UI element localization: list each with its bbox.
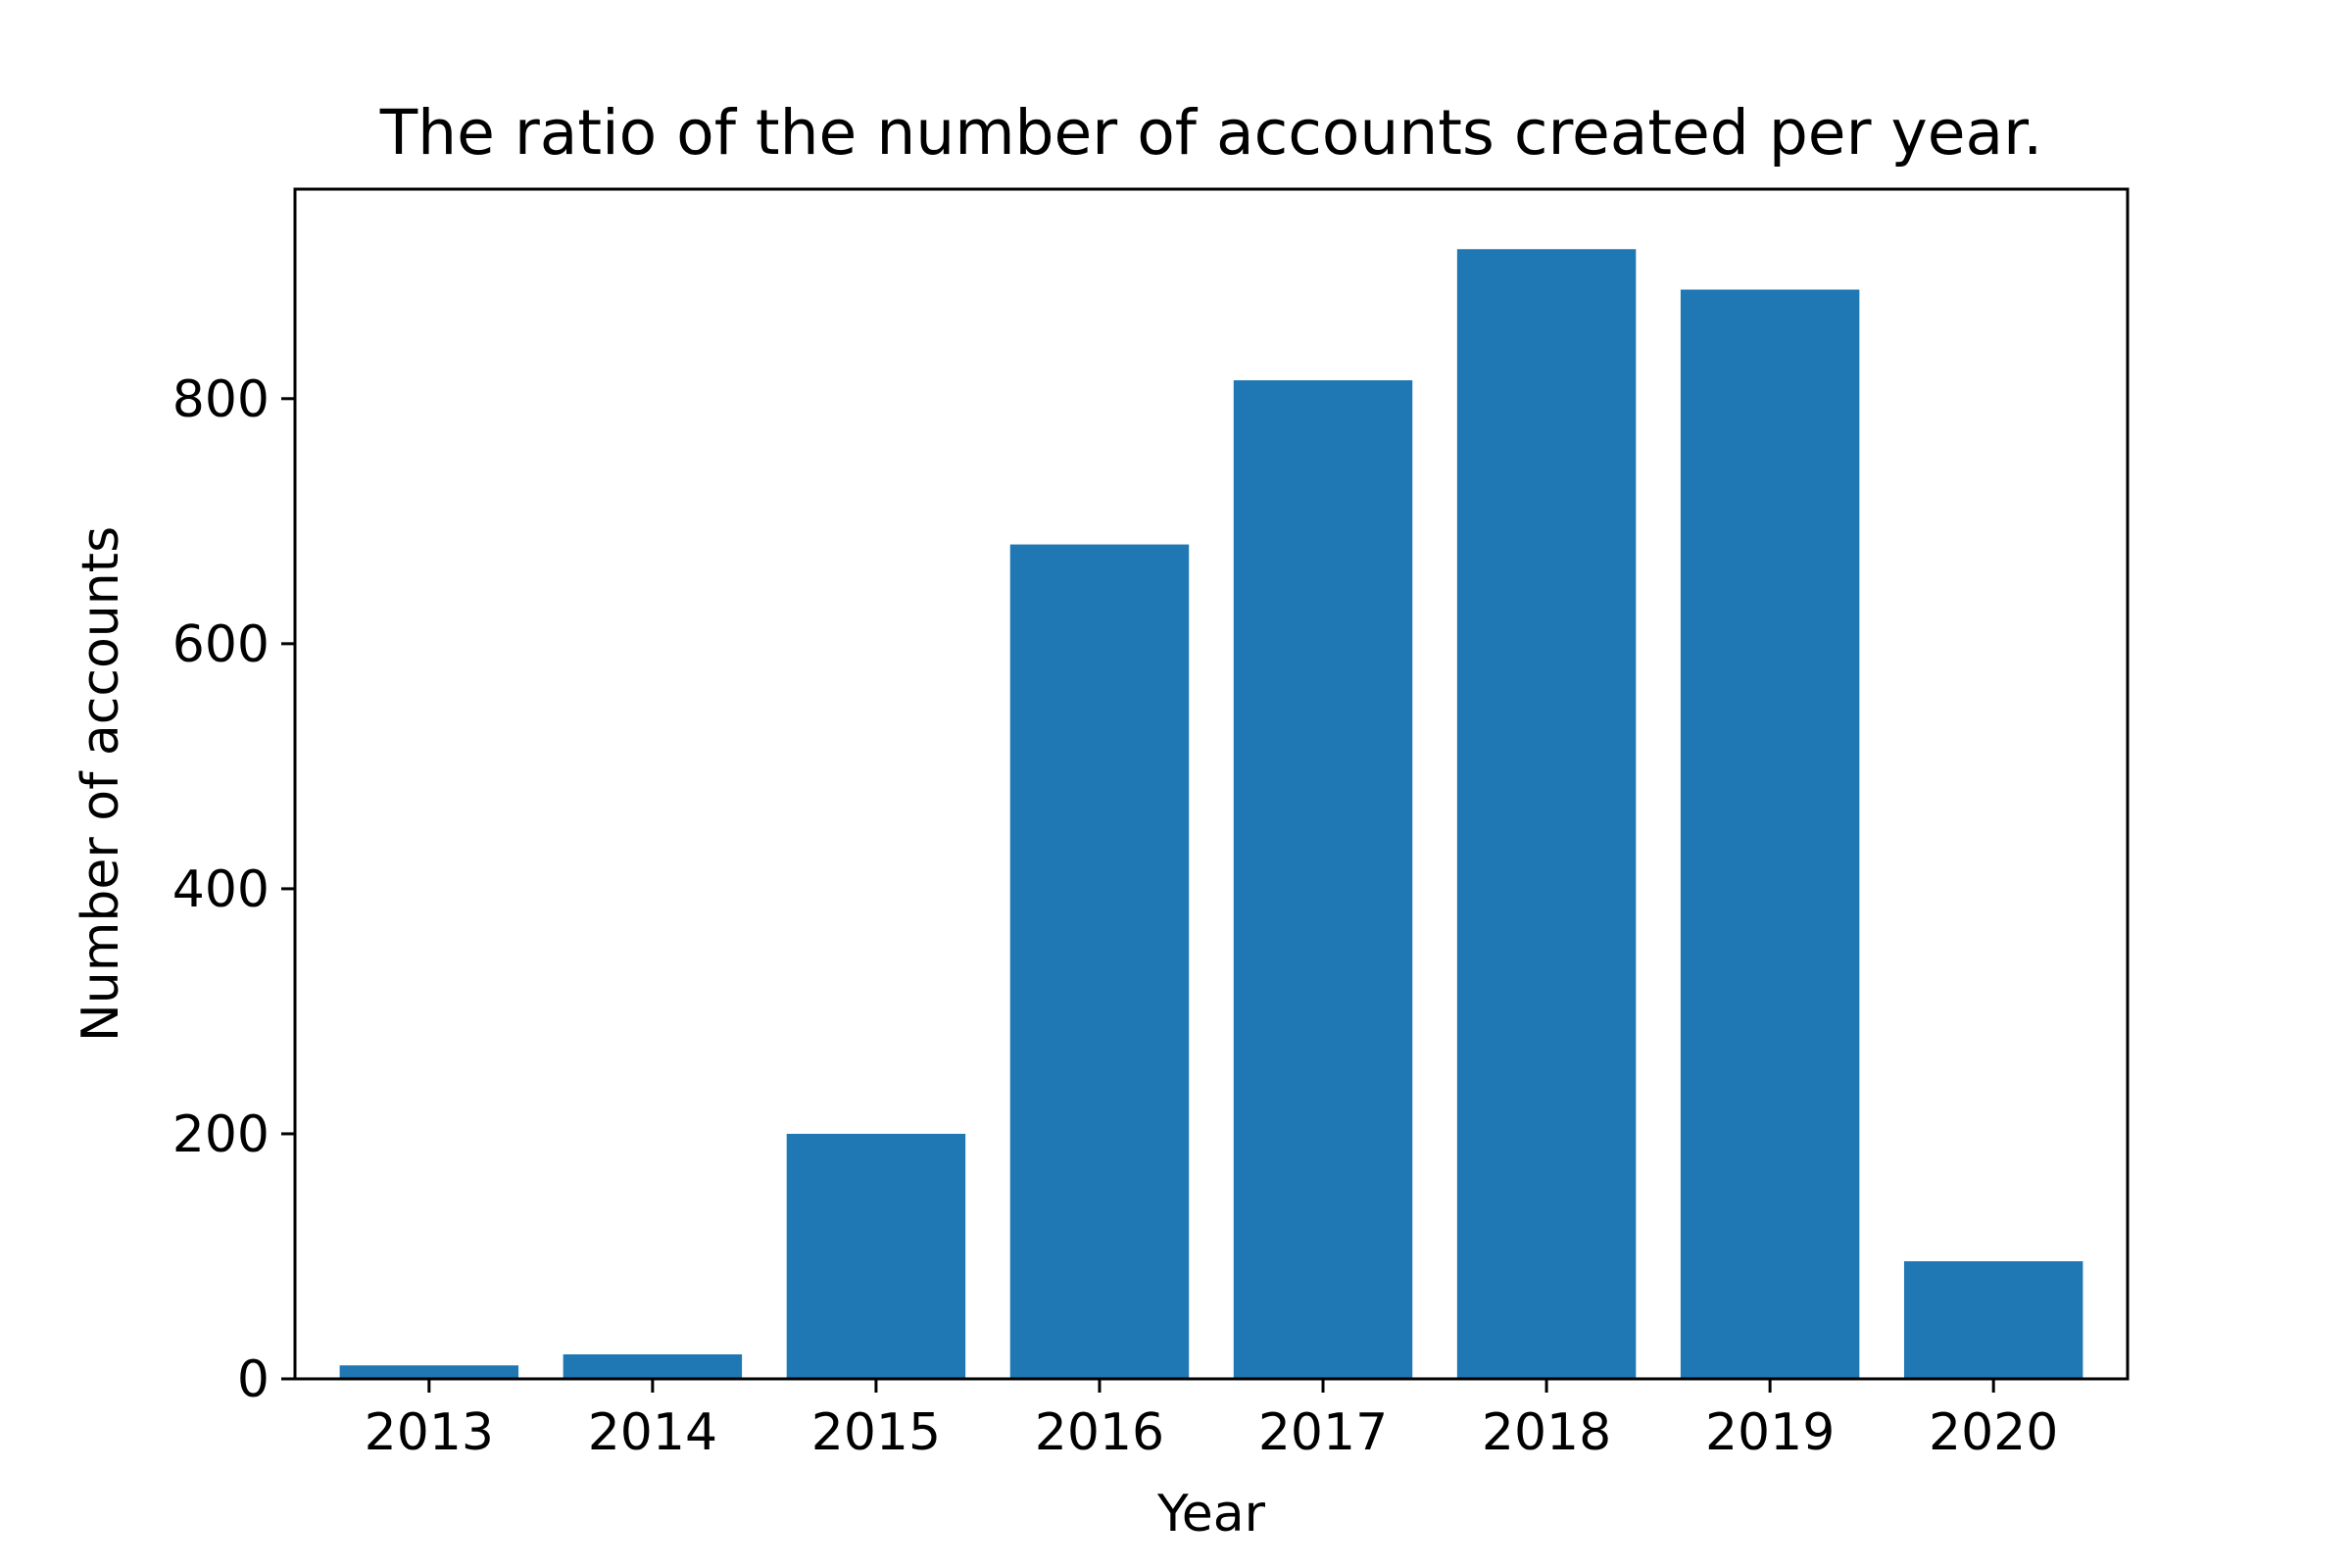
bar-2017 — [1233, 380, 1413, 1379]
bar-2018 — [1456, 249, 1637, 1380]
chart-title: The ratio of the number of accounts crea… — [379, 97, 2043, 169]
plot-frame — [293, 187, 2130, 1381]
x-tick-label: 2013 — [365, 1403, 494, 1462]
y-axis-label: Number of accounts — [72, 526, 130, 1042]
x-tick-label: 2014 — [588, 1403, 717, 1462]
y-tick-label: 200 — [172, 1105, 270, 1164]
bar-2016 — [1009, 544, 1190, 1379]
x-tick-label: 2018 — [1482, 1403, 1611, 1462]
x-tick-label: 2019 — [1705, 1403, 1835, 1462]
x-axis: 2013 2014 2015 2016 2017 2018 2019 2020 — [365, 1379, 2058, 1462]
x-tick-label: 2015 — [811, 1403, 941, 1462]
x-axis-label: Year — [1156, 1485, 1266, 1544]
bar-2013 — [339, 1365, 519, 1379]
bar-2019 — [1680, 289, 1860, 1379]
bar-2014 — [563, 1353, 743, 1379]
y-tick-label: 400 — [172, 860, 270, 919]
bars-group — [339, 249, 2083, 1380]
bar-2015 — [786, 1133, 966, 1379]
x-tick-label: 2016 — [1035, 1403, 1164, 1462]
x-tick-label: 2020 — [1929, 1403, 2058, 1462]
y-tick-label: 600 — [172, 615, 270, 674]
y-tick-label: 0 — [237, 1350, 270, 1409]
x-tick-label: 2017 — [1258, 1403, 1388, 1462]
y-tick-label: 800 — [172, 370, 270, 429]
bar-2020 — [1903, 1260, 2083, 1379]
y-axis: 0 200 400 600 800 — [172, 370, 295, 1409]
